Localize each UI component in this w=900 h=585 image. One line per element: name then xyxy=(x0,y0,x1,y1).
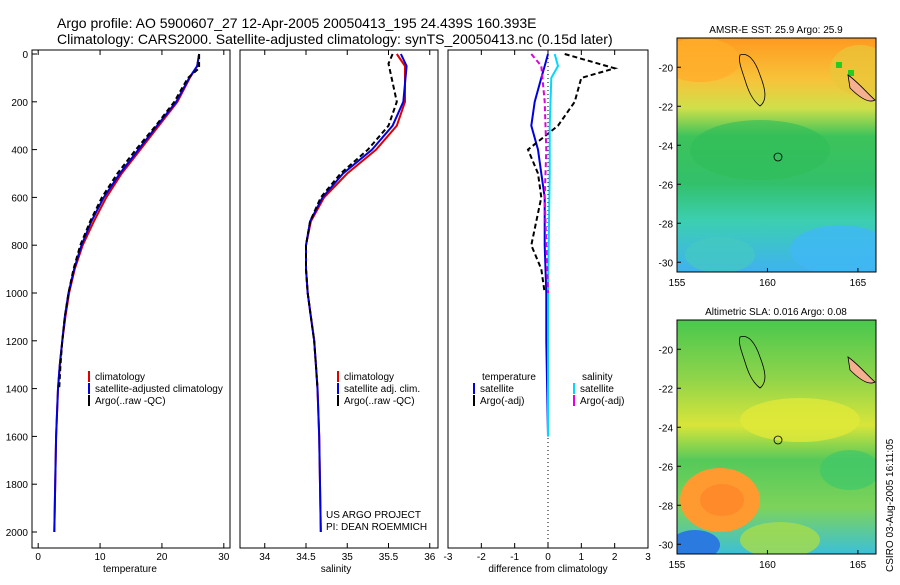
sla-map-frame xyxy=(676,319,877,555)
y-tick-label: 1200 xyxy=(6,337,29,348)
map-y-tick-label: -20 xyxy=(659,63,674,74)
difference-xlabel: difference from climatology xyxy=(488,564,607,575)
x-tick-label: 2 xyxy=(612,552,618,563)
credit-pi: PI: DEAN ROEMMICH xyxy=(326,522,427,533)
csiro-timestamp: CSIRO 03-Aug-2005 16:11:05 xyxy=(885,438,896,572)
map-y-tick-label: -26 xyxy=(659,462,674,473)
x-tick-label: 3 xyxy=(645,552,651,563)
sla-map-title: Altimetric SLA: 0.016 Argo: 0.08 xyxy=(705,307,847,318)
x-tick-label: 35.5 xyxy=(379,552,399,563)
map-y-tick-label: -22 xyxy=(659,102,674,113)
series-line-salinity-satellite xyxy=(547,53,560,437)
sla-map-axes: 155 160 165 -20 -22 -24 -26 -28 -30 xyxy=(659,345,867,571)
x-tick-label: 36 xyxy=(424,552,436,563)
legend-label: Argo(..raw -QC) xyxy=(344,396,415,407)
x-tick-label: 0 xyxy=(35,552,41,563)
x-tick-label: 0 xyxy=(545,552,551,563)
y-tick-label: 1800 xyxy=(6,480,29,491)
temperature-panel-frame xyxy=(31,49,231,549)
map-y-tick-label: -28 xyxy=(659,219,674,230)
y-tick-label: 2000 xyxy=(6,528,29,539)
y-tick-label: 1600 xyxy=(6,432,29,443)
y-tick-label: 600 xyxy=(11,193,28,204)
map-x-tick-label: 155 xyxy=(669,278,686,289)
x-tick-label: 35 xyxy=(342,552,354,563)
legend-label: Argo(-adj) xyxy=(480,396,524,407)
map-x-tick-label: 165 xyxy=(850,278,867,289)
x-tick-label: -3 xyxy=(444,552,453,563)
map-y-tick-label: -28 xyxy=(659,501,674,512)
series-line-argo-raw-qc xyxy=(305,53,398,389)
series-line-temperature-argo-adj xyxy=(526,53,619,294)
series-line-argo-raw-qc xyxy=(58,54,201,389)
map-x-tick-label: 160 xyxy=(759,278,776,289)
map-y-tick-label: -30 xyxy=(659,540,674,551)
salinity-legend: climatology satellite adj. clim. Argo(..… xyxy=(337,371,420,407)
sla-map-field xyxy=(677,320,876,554)
map-y-tick-label: -26 xyxy=(659,180,674,191)
difference-legend: temperature satellite Argo(-adj) salinit… xyxy=(473,372,624,407)
sst-map-title: AMSR-E SST: 25.9 Argo: 25.9 xyxy=(709,25,843,36)
legend-label: Argo(..raw -QC) xyxy=(95,396,166,407)
temperature-lines xyxy=(53,53,201,533)
temperature-axes: 0 10 20 30 0 200 400 600 800 1000 1200 1400 1600 1800… xyxy=(6,50,230,563)
salinity-axes: 34 34.5 35 35.5 36 xyxy=(259,50,436,563)
x-tick-label: 1 xyxy=(579,552,585,563)
map-x-tick-label: 155 xyxy=(669,560,686,571)
series-line-salinity-argo-adj xyxy=(530,53,549,294)
map-y-tick-label: -24 xyxy=(659,141,674,152)
series-line-climatology xyxy=(305,53,406,533)
map-x-tick-label: 165 xyxy=(850,560,867,571)
y-tick-label: 0 xyxy=(22,50,28,61)
legend-label: satellite-adjusted climatology xyxy=(95,384,223,395)
y-tick-label: 400 xyxy=(11,146,28,157)
sst-map-axes: 155 160 165 -20 -22 -24 -26 -28 -30 xyxy=(659,63,867,289)
y-tick-label: 200 xyxy=(11,98,28,109)
x-tick-label: 20 xyxy=(156,552,168,563)
map-y-tick-label: -30 xyxy=(659,258,674,269)
sst-map-field xyxy=(677,38,876,272)
x-tick-label: 34.5 xyxy=(296,552,316,563)
x-tick-label: -1 xyxy=(510,552,519,563)
figure-title-line2: Climatology: CARS2000. Satellite-adjuste… xyxy=(57,31,613,47)
difference-lines xyxy=(526,53,619,437)
legend-label: Argo(-adj) xyxy=(580,396,624,407)
map-y-tick-label: -20 xyxy=(659,345,674,356)
series-line-climatology xyxy=(53,53,201,533)
x-tick-label: 10 xyxy=(95,552,107,563)
legend-label: satellite adj. clim. xyxy=(344,384,420,395)
legend-label: satellite xyxy=(480,384,514,395)
y-tick-label: 1400 xyxy=(6,385,29,396)
temperature-xlabel: temperature xyxy=(103,564,157,575)
difference-axes: -3 -2 -1 0 1 2 3 xyxy=(444,50,651,563)
x-tick-label: 34 xyxy=(259,552,271,563)
map-x-tick-label: 160 xyxy=(759,560,776,571)
series-line-satellite-adjusted-climatology xyxy=(53,53,201,533)
salinity-lines xyxy=(305,53,408,533)
y-tick-label: 800 xyxy=(11,241,28,252)
legend-heading-salinity: salinity xyxy=(582,372,613,383)
x-tick-label: -2 xyxy=(477,552,486,563)
temperature-legend: climatology satellite-adjusted climatolo… xyxy=(88,371,223,407)
credit-project: US ARGO PROJECT xyxy=(326,510,421,521)
series-line-satellite-adj-clim xyxy=(305,53,408,533)
map-y-tick-label: -22 xyxy=(659,384,674,395)
legend-label: satellite xyxy=(580,384,614,395)
salinity-xlabel: salinity xyxy=(321,564,352,575)
y-tick-label: 1000 xyxy=(6,289,29,300)
legend-heading-temperature: temperature xyxy=(482,372,536,383)
map-y-tick-label: -24 xyxy=(659,423,674,434)
legend-label: climatology xyxy=(344,372,394,383)
sst-map-frame xyxy=(676,37,877,273)
figure-title-line1: Argo profile: AO 5900607_27 12-Apr-2005 … xyxy=(57,15,537,31)
legend-label: climatology xyxy=(95,372,145,383)
x-tick-label: 30 xyxy=(218,552,230,563)
salinity-panel-frame xyxy=(239,49,439,549)
